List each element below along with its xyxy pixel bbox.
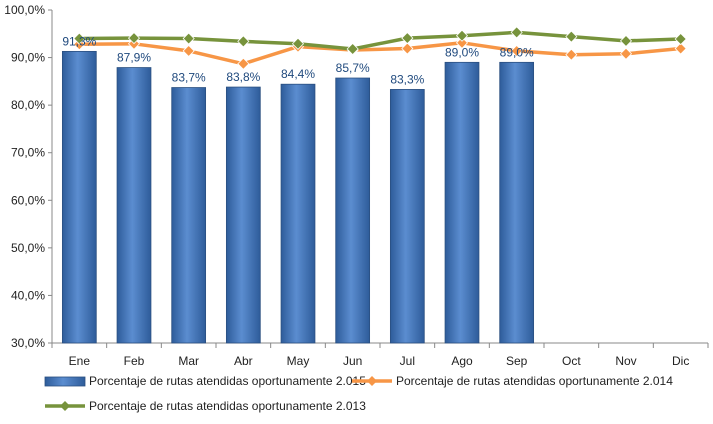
series-2014-point — [182, 44, 195, 57]
x-tick-label: Nov — [615, 354, 636, 368]
bar — [389, 89, 425, 344]
bar — [499, 61, 535, 344]
x-tick-label: Feb — [124, 354, 145, 368]
series-2013-point — [674, 32, 687, 46]
y-tick-label: 100,0% — [4, 3, 45, 17]
legend-marker-2014 — [367, 376, 377, 386]
bar — [280, 83, 316, 344]
bar-data-label: 84,4% — [281, 67, 315, 81]
bar-data-label: 89,0% — [445, 45, 479, 59]
bar-data-label: 85,7% — [336, 61, 370, 75]
bar — [335, 77, 371, 344]
y-tick-label: 70,0% — [11, 146, 45, 160]
series-2013-point — [565, 30, 578, 43]
x-tick-label: Abr — [234, 354, 253, 368]
bar-data-label: 83,8% — [226, 70, 260, 84]
y-tick-label: 50,0% — [11, 241, 45, 255]
series-2014-point — [455, 36, 469, 49]
bar — [225, 86, 261, 344]
y-tick-label: 90,0% — [11, 51, 45, 65]
legend-label-2015: Porcentaje de rutas atendidas oportuname… — [89, 374, 366, 388]
x-tick-label: Ago — [451, 354, 473, 368]
bar — [61, 50, 97, 344]
x-tick-label: Sep — [506, 354, 528, 368]
y-tick-label: 80,0% — [11, 98, 45, 112]
series-2013-line — [77, 30, 683, 51]
x-tick-label: Ene — [69, 354, 91, 368]
legend-label-2013: Porcentaje de rutas atendidas oportuname… — [89, 399, 366, 413]
series-2014-point — [510, 44, 523, 57]
bar-data-label: 83,3% — [390, 72, 424, 86]
x-tick-label: Jul — [400, 354, 415, 368]
bar — [171, 87, 207, 344]
bar — [116, 67, 152, 344]
x-tick-label: Mar — [178, 354, 199, 368]
y-tick-label: 60,0% — [11, 193, 45, 207]
x-tick-label: Jun — [343, 354, 362, 368]
series-2014-point — [674, 42, 687, 55]
series-2013-point — [237, 35, 250, 48]
legend-label-2014: Porcentaje de rutas atendidas oportuname… — [396, 374, 673, 388]
y-tick-label: 40,0% — [11, 288, 45, 302]
x-tick-label: Oct — [562, 354, 581, 368]
series-2013-point — [182, 32, 195, 45]
series-2013-point — [510, 26, 523, 39]
bar — [444, 61, 480, 344]
series-2014-point — [619, 47, 633, 60]
bar-data-label: 83,7% — [172, 71, 206, 85]
series-2013-point — [127, 32, 141, 45]
bar-data-label: 89,0% — [500, 45, 534, 59]
legend-swatch-2015 — [44, 376, 86, 387]
series-2013-point — [291, 37, 305, 50]
series-2014-point — [401, 42, 414, 55]
series-2014-point — [565, 48, 578, 61]
x-tick-label: May — [287, 354, 310, 368]
legend-marker-2013 — [60, 401, 70, 411]
series-2013-point — [455, 29, 469, 42]
series-2014-point — [237, 57, 250, 70]
series-2013-point — [401, 32, 414, 45]
series-2014-line — [77, 41, 683, 66]
series-2013-point — [73, 32, 86, 45]
series-2013-point — [346, 42, 359, 56]
series-2013-point — [619, 34, 633, 47]
x-tick-label: Dic — [672, 354, 689, 368]
bar-data-label: 87,9% — [117, 51, 151, 65]
y-tick-label: 30,0% — [11, 336, 45, 350]
bar-data-label: 91,3% — [62, 34, 96, 48]
